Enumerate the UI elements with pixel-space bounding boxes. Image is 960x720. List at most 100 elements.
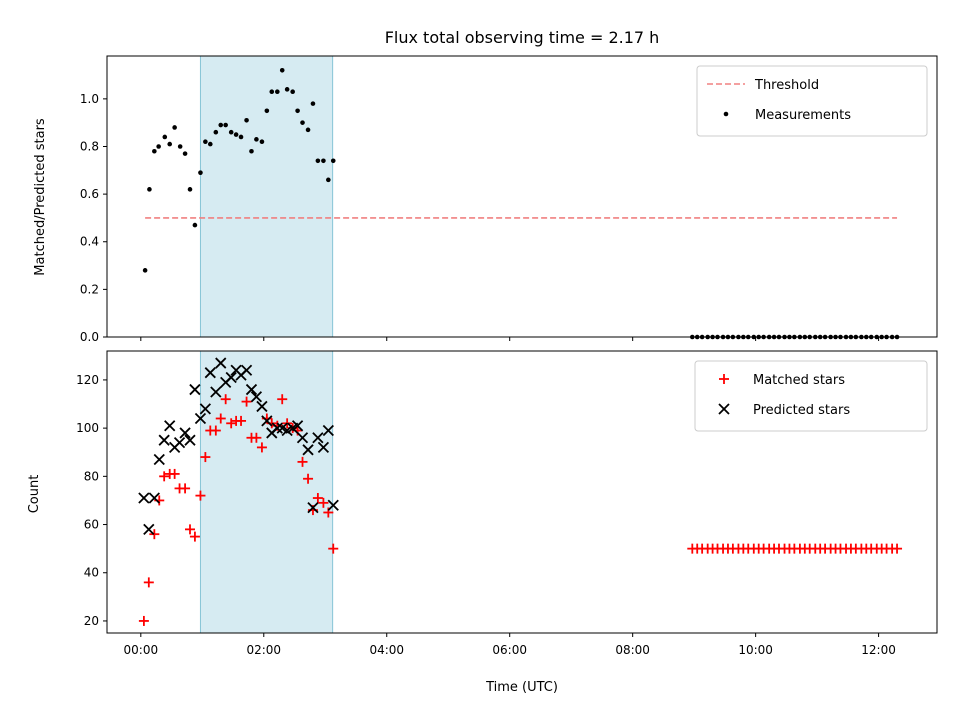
y-tick-label: 0.8 bbox=[80, 139, 99, 153]
data-point bbox=[315, 158, 321, 164]
y-tick-label: 20 bbox=[84, 614, 99, 628]
matched-point bbox=[195, 490, 206, 501]
matched-point bbox=[210, 425, 221, 436]
matched-point bbox=[318, 497, 329, 508]
predicted-point bbox=[322, 424, 334, 437]
matched-point bbox=[297, 456, 308, 467]
top-axes: 0.0 0.2 0.4 0.6 0.8 1.0 Threshold Measurements bbox=[80, 55, 938, 344]
predicted-point bbox=[312, 432, 324, 444]
data-point bbox=[167, 141, 173, 147]
data-point bbox=[269, 89, 275, 95]
data-point bbox=[203, 139, 208, 145]
data-point bbox=[223, 122, 228, 128]
data-point bbox=[244, 117, 249, 123]
data-point bbox=[249, 148, 254, 154]
y-tick-label: 120 bbox=[76, 373, 99, 387]
data-point bbox=[152, 148, 157, 154]
data-point bbox=[326, 177, 331, 183]
data-point bbox=[233, 132, 239, 137]
predicted-point bbox=[194, 412, 207, 425]
legend: Matched stars Predicted stars bbox=[694, 360, 928, 432]
y-tick-label: 0.0 bbox=[80, 330, 99, 344]
x-tick-label: 12:00 bbox=[861, 643, 896, 657]
y-tick-label: 0.4 bbox=[80, 235, 99, 249]
data-point bbox=[284, 87, 290, 92]
bottom-axes: 20 40 60 80 100 120 00:00 02:00 04:00 06:00 08:00 1… bbox=[76, 350, 938, 657]
data-point bbox=[259, 139, 265, 145]
highlight-span bbox=[199, 55, 334, 338]
matched-point bbox=[159, 471, 170, 482]
matched-point bbox=[236, 415, 247, 426]
y-tick-label: 100 bbox=[76, 421, 99, 435]
data-point bbox=[177, 144, 183, 149]
matched-point bbox=[256, 442, 267, 453]
predicted-point bbox=[261, 415, 273, 427]
legend-label: Measurements bbox=[755, 108, 851, 123]
matched-point bbox=[303, 473, 314, 484]
highlight-span bbox=[199, 350, 334, 634]
predicted-point bbox=[281, 424, 293, 437]
predicted-point bbox=[240, 364, 253, 376]
data-point bbox=[172, 125, 177, 130]
predicted-point bbox=[317, 441, 330, 454]
data-point bbox=[290, 89, 295, 95]
matched-point bbox=[220, 394, 231, 405]
predicted-point bbox=[256, 400, 268, 413]
predicted-point bbox=[291, 420, 304, 432]
matched-point bbox=[312, 493, 323, 504]
matched-point bbox=[328, 543, 339, 554]
x-tick-label: 10:00 bbox=[738, 643, 773, 657]
data-point bbox=[192, 222, 198, 228]
predicted-point bbox=[199, 403, 212, 415]
data-point bbox=[207, 141, 213, 147]
predicted-point bbox=[164, 420, 176, 432]
matched-point bbox=[892, 543, 903, 554]
data-point bbox=[187, 187, 193, 192]
x-tick-label: 00:00 bbox=[124, 643, 159, 657]
predicted-point bbox=[327, 499, 339, 511]
data-point bbox=[218, 122, 224, 128]
matched-point bbox=[138, 615, 149, 626]
data-point bbox=[228, 129, 234, 135]
y-tick-label: 0.6 bbox=[80, 187, 99, 201]
matched-point bbox=[189, 531, 200, 542]
predicted-point bbox=[250, 391, 263, 403]
y-tick-label: 0.2 bbox=[80, 282, 99, 296]
legend-label: Predicted stars bbox=[753, 403, 850, 418]
predicted-point bbox=[204, 367, 216, 379]
predicted-point bbox=[173, 436, 186, 449]
top-y-axis-label: Matched/Predicted stars bbox=[33, 118, 48, 276]
data-point bbox=[198, 170, 203, 175]
predicted-point bbox=[302, 444, 314, 456]
legend-predicted-swatch bbox=[718, 403, 730, 415]
data-point bbox=[330, 158, 336, 164]
predicted-point bbox=[184, 434, 196, 446]
legend-matched-swatch bbox=[719, 374, 729, 384]
predicted-point bbox=[245, 383, 258, 396]
x-tick-label: 04:00 bbox=[369, 643, 404, 657]
legend-box bbox=[696, 65, 928, 137]
data-point bbox=[279, 67, 285, 73]
matched-point bbox=[149, 529, 160, 540]
x-tick-label: 02:00 bbox=[246, 643, 281, 657]
data-point bbox=[147, 187, 152, 192]
legend-measurement-swatch bbox=[723, 111, 729, 117]
predicted-point bbox=[138, 492, 150, 504]
matched-point bbox=[200, 452, 211, 463]
matched-point bbox=[277, 394, 288, 405]
data-point bbox=[305, 127, 311, 133]
predicted-point bbox=[158, 434, 170, 446]
data-point bbox=[310, 101, 316, 106]
y-tick-label: 1.0 bbox=[80, 92, 99, 106]
data-point bbox=[238, 134, 244, 140]
x-axis-label: Time (UTC) bbox=[485, 680, 558, 695]
predicted-point bbox=[148, 492, 160, 504]
predicted-point bbox=[153, 453, 165, 466]
data-point bbox=[264, 108, 270, 114]
matched-point bbox=[241, 396, 252, 407]
legend-label: Threshold bbox=[754, 78, 819, 93]
matched-point bbox=[215, 413, 226, 424]
y-tick-label: 40 bbox=[84, 566, 99, 580]
matched-point bbox=[143, 577, 154, 588]
